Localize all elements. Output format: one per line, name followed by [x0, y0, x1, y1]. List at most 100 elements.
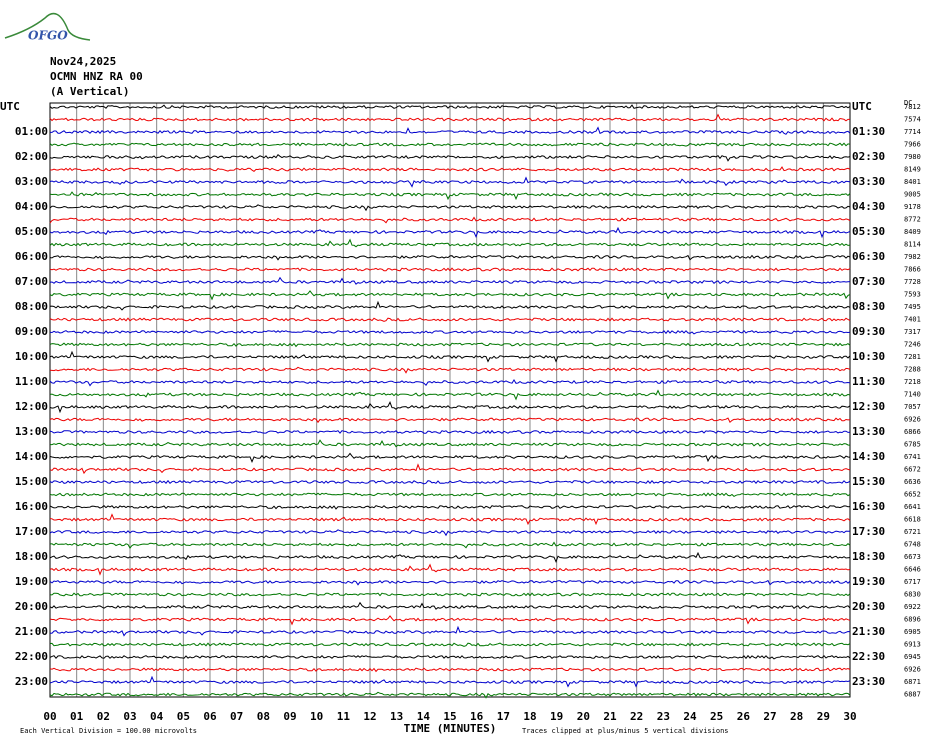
dc-offset: 8772	[904, 216, 921, 224]
trace	[49, 592, 851, 597]
dc-offset: 6646	[904, 566, 921, 574]
trace	[49, 513, 851, 526]
dc-offset: 7288	[904, 366, 921, 374]
left-time-label: 18:00	[15, 550, 48, 563]
x-tick-label: 29	[817, 710, 830, 723]
trace	[49, 654, 851, 660]
right-time-label: 12:30	[852, 400, 885, 413]
dc-offset: 7866	[904, 266, 921, 274]
left-time-label: 02:00	[15, 150, 48, 163]
left-time-label: 20:00	[15, 600, 48, 613]
right-time-label: 04:30	[852, 200, 885, 213]
trace	[49, 563, 851, 576]
left-time-label: 08:00	[15, 300, 48, 313]
trace	[49, 276, 851, 285]
dc-offset: 6673	[904, 553, 921, 561]
x-tick-label: 04	[150, 710, 164, 723]
component: (A Vertical)	[50, 85, 129, 98]
trace	[49, 417, 851, 424]
dc-offset: 6926	[904, 666, 921, 674]
logo-curve	[4, 12, 91, 41]
left-time-label: 11:00	[15, 375, 48, 388]
trace	[49, 529, 850, 537]
x-tick-label: 30	[843, 710, 856, 723]
x-tick-label: 27	[763, 710, 776, 723]
x-tick-label: 06	[203, 710, 217, 723]
plot-frame	[49, 102, 851, 698]
x-tick-label: 20	[577, 710, 590, 723]
trace	[49, 625, 851, 637]
trace	[49, 350, 851, 363]
x-tick-label: 11	[337, 710, 351, 723]
left-time-label: 17:00	[15, 525, 48, 538]
right-time-label: 17:30	[852, 525, 885, 538]
trace	[49, 479, 851, 485]
trace	[49, 541, 851, 550]
dc-offset: 6717	[904, 578, 921, 586]
station: OCMN HNZ RA 00	[50, 70, 143, 83]
x-tick-label: 19	[550, 710, 563, 723]
dc-offset: 6641	[904, 503, 921, 511]
trace	[49, 452, 851, 463]
x-tick-label: 01	[70, 710, 84, 723]
dc-offset: 7281	[904, 353, 921, 361]
trace	[49, 216, 851, 224]
trace	[49, 191, 851, 201]
trace	[49, 379, 851, 387]
right-time-label: 13:30	[852, 425, 885, 438]
dc-offset: 6636	[904, 478, 921, 486]
trace	[49, 329, 851, 335]
dc-offset: 6866	[904, 428, 921, 436]
x-tick-label: 02	[97, 710, 110, 723]
dc-offset: 7593	[904, 291, 921, 299]
trace	[49, 176, 851, 188]
dc-offset: 6830	[904, 591, 921, 599]
dc-offset: 8409	[904, 228, 921, 236]
x-tick-label: 07	[230, 710, 243, 723]
dc-offset: 7966	[904, 141, 921, 149]
dc-offset: 6721	[904, 528, 921, 536]
left-time-label: 06:00	[15, 250, 48, 263]
left-time-label: 05:00	[15, 225, 48, 238]
right-time-label: 16:30	[852, 500, 885, 513]
dc-offset: 9005	[904, 191, 921, 199]
right-time-label: 05:30	[852, 225, 885, 238]
right-time-label: 08:30	[852, 300, 885, 313]
x-tick-label: 24	[683, 710, 697, 723]
trace	[49, 166, 851, 173]
dc-offset: 6887	[904, 691, 921, 699]
x-tick-label: 15	[443, 710, 456, 723]
left-time-label: 12:00	[15, 400, 48, 413]
trace	[49, 366, 851, 374]
dc-offset: 8149	[904, 166, 921, 174]
trace	[49, 254, 851, 261]
right-time-label: 03:30	[852, 175, 885, 188]
x-tick-label: 00	[43, 710, 56, 723]
x-tick-label: 23	[657, 710, 670, 723]
dc-offset: 7140	[904, 391, 921, 399]
right-time-label: 20:30	[852, 600, 885, 613]
left-time-label: 07:00	[15, 275, 48, 288]
right-time-label: 02:30	[852, 150, 885, 163]
dc-offset: 7401	[904, 316, 921, 324]
dc-offset: 7495	[904, 303, 921, 311]
logo: OFGO	[28, 29, 68, 43]
dc-offset: 6871	[904, 678, 921, 686]
dc-offset: 7980	[904, 153, 921, 161]
x-tick-label: 18	[523, 710, 536, 723]
left-time-label: 15:00	[15, 475, 48, 488]
dc-offset: 6896	[904, 616, 921, 624]
trace	[49, 300, 851, 311]
dc-offset: 6652	[904, 491, 921, 499]
trace	[49, 691, 851, 699]
trace	[49, 204, 851, 212]
dc-offset: 6926	[904, 416, 921, 424]
x-label: TIME (MINUTES)	[404, 722, 497, 735]
x-tick-label: 12	[363, 710, 376, 723]
x-tick-label: 28	[790, 710, 803, 723]
dc-offset: 7982	[904, 253, 921, 261]
x-tick-label: 09	[283, 710, 296, 723]
trace	[49, 401, 851, 414]
left-time-label: 19:00	[15, 575, 48, 588]
dc-offset: 6741	[904, 453, 921, 461]
